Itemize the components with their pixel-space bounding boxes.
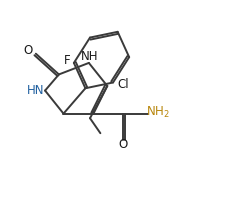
Text: O: O	[119, 138, 128, 151]
Text: NH: NH	[81, 50, 99, 63]
Text: F: F	[64, 54, 70, 67]
Text: NH$_2$: NH$_2$	[146, 105, 170, 120]
Text: HN: HN	[27, 84, 44, 97]
Text: O: O	[24, 44, 33, 57]
Text: Cl: Cl	[118, 78, 129, 91]
